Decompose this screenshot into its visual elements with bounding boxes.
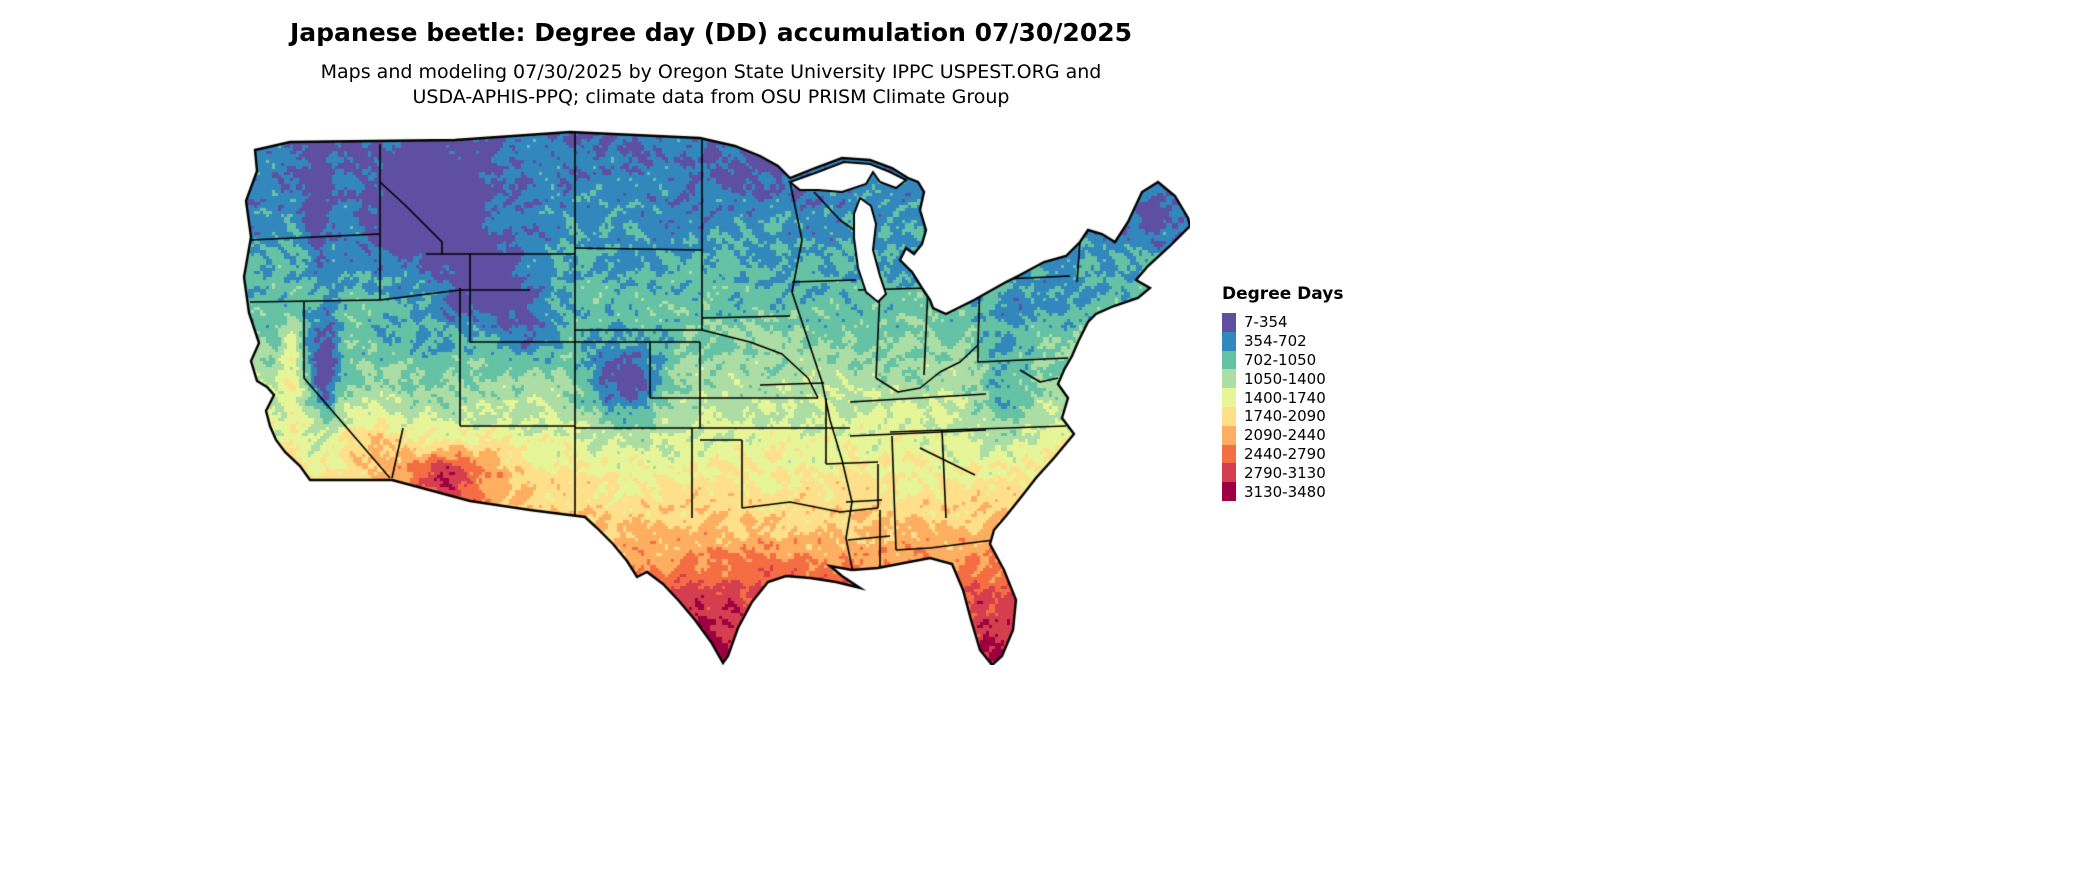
legend-swatch xyxy=(1222,482,1236,501)
legend-swatch xyxy=(1222,350,1236,370)
us-map-canvas xyxy=(230,130,1190,665)
legend-swatch xyxy=(1222,425,1236,445)
legend-item: 1400-1740 xyxy=(1222,388,1343,407)
legend-label: 3130-3480 xyxy=(1244,482,1326,501)
legend-label: 2090-2440 xyxy=(1244,426,1326,445)
legend-item: 354-702 xyxy=(1222,331,1343,351)
legend-item: 1050-1400 xyxy=(1222,369,1343,389)
legend-swatch xyxy=(1222,331,1236,351)
legend-label: 1050-1400 xyxy=(1244,369,1326,388)
legend-swatch xyxy=(1222,369,1236,389)
legend-item: 2090-2440 xyxy=(1222,425,1343,445)
legend-label: 2790-3130 xyxy=(1244,463,1326,482)
us-degree-day-map xyxy=(230,130,1190,665)
legend-label: 7-354 xyxy=(1244,313,1288,332)
legend-label: 1740-2090 xyxy=(1244,407,1326,426)
legend-label: 1400-1740 xyxy=(1244,388,1326,407)
legend-item: 2440-2790 xyxy=(1222,444,1343,464)
legend-swatch xyxy=(1222,313,1236,332)
legend-label: 2440-2790 xyxy=(1244,444,1326,463)
page-subtitle: Maps and modeling 07/30/2025 by Oregon S… xyxy=(0,60,1422,110)
legend: Degree Days 7-354 354-702 702-1050 1050-140… xyxy=(1222,284,1343,501)
legend-item: 1740-2090 xyxy=(1222,406,1343,426)
legend-label: 702-1050 xyxy=(1244,350,1317,369)
legend-swatch xyxy=(1222,406,1236,426)
legend-rows: 7-354 354-702 702-1050 1050-1400 1400-1740 17… xyxy=(1222,313,1343,501)
legend-item: 702-1050 xyxy=(1222,350,1343,370)
subtitle-line-2: USDA-APHIS-PPQ; climate data from OSU PR… xyxy=(412,86,1010,108)
legend-item: 3130-3480 xyxy=(1222,482,1343,501)
legend-item: 7-354 xyxy=(1222,313,1343,332)
legend-title: Degree Days xyxy=(1222,284,1344,304)
legend-item: 2790-3130 xyxy=(1222,463,1343,483)
legend-swatch xyxy=(1222,463,1236,483)
legend-swatch xyxy=(1222,388,1236,407)
subtitle-line-1: Maps and modeling 07/30/2025 by Oregon S… xyxy=(320,61,1102,83)
legend-label: 354-702 xyxy=(1244,332,1307,351)
legend-swatch xyxy=(1222,444,1236,464)
page-title: Japanese beetle: Degree day (DD) accumul… xyxy=(289,18,1133,47)
